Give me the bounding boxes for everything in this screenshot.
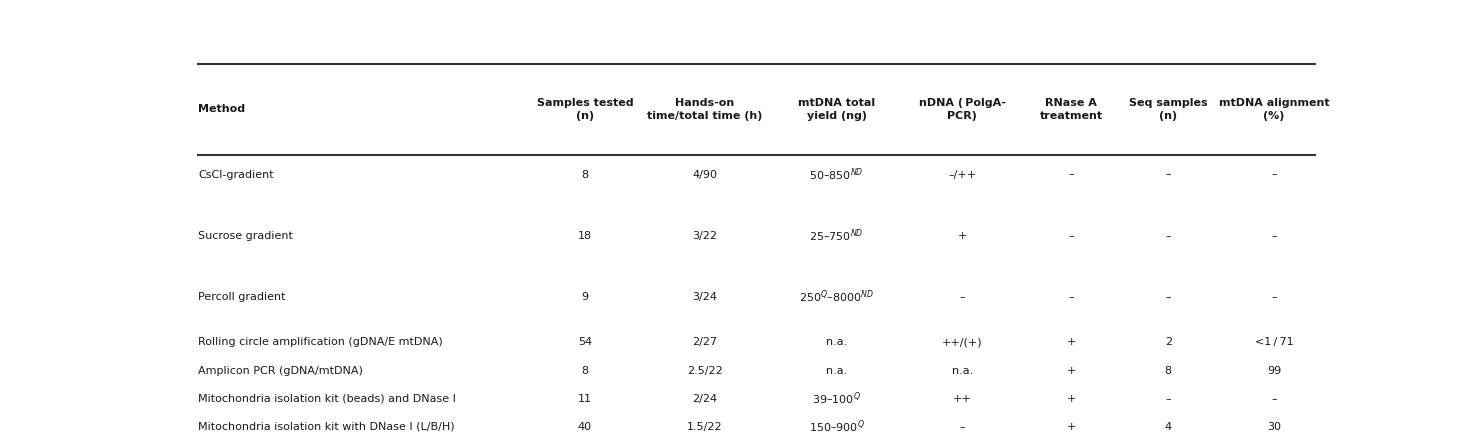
Text: ++: ++	[953, 394, 971, 404]
Text: –: –	[1166, 292, 1170, 302]
Text: 150–900$^{Q}$: 150–900$^{Q}$	[809, 419, 865, 435]
Text: Seq samples
(n): Seq samples (n)	[1129, 98, 1207, 121]
Text: 8: 8	[582, 366, 589, 376]
Text: –: –	[1166, 169, 1170, 180]
Text: –: –	[959, 422, 965, 432]
Text: 54: 54	[577, 338, 592, 347]
Text: RNase A
treatment: RNase A treatment	[1039, 98, 1103, 121]
Text: 2.5/22: 2.5/22	[688, 366, 723, 376]
Text: 4: 4	[1165, 422, 1172, 432]
Text: 3/22: 3/22	[692, 231, 717, 241]
Text: 4/90: 4/90	[692, 169, 717, 180]
Text: nDNA ( PolgA-
PCR): nDNA ( PolgA- PCR)	[920, 98, 1005, 121]
Text: 2/27: 2/27	[692, 338, 717, 347]
Text: –: –	[1069, 169, 1075, 180]
Text: Mitochondria isolation kit (beads) and DNase I: Mitochondria isolation kit (beads) and D…	[198, 394, 456, 404]
Text: +: +	[958, 231, 967, 241]
Text: 2/24: 2/24	[692, 394, 717, 404]
Text: Rolling circle amplification (gDNA/E mtDNA): Rolling circle amplification (gDNA/E mtD…	[198, 338, 443, 347]
Text: n.a.: n.a.	[952, 366, 973, 376]
Text: CsCl-gradient: CsCl-gradient	[198, 169, 275, 180]
Text: n.a.: n.a.	[827, 338, 847, 347]
Text: +: +	[1066, 394, 1076, 404]
Text: –: –	[1271, 169, 1277, 180]
Text: Method: Method	[198, 104, 245, 114]
Text: –/++: –/++	[948, 169, 977, 180]
Text: n.a.: n.a.	[827, 366, 847, 376]
Text: –: –	[1271, 231, 1277, 241]
Text: 99: 99	[1266, 366, 1281, 376]
Text: Samples tested
(n): Samples tested (n)	[537, 98, 633, 121]
Text: 250$^{Q}$–8000$^{ND}$: 250$^{Q}$–8000$^{ND}$	[799, 289, 874, 306]
Text: –: –	[1069, 292, 1075, 302]
Text: mtDNA total
yield (ng): mtDNA total yield (ng)	[799, 98, 875, 121]
Text: <1 / 71: <1 / 71	[1255, 338, 1293, 347]
Text: ++/(+): ++/(+)	[942, 338, 983, 347]
Text: 39–100$^{Q}$: 39–100$^{Q}$	[812, 390, 861, 407]
Text: 25–750$^{ND}$: 25–750$^{ND}$	[809, 227, 863, 244]
Text: 40: 40	[577, 422, 592, 432]
Text: +: +	[1066, 366, 1076, 376]
Text: Sucrose gradient: Sucrose gradient	[198, 231, 294, 241]
Text: 2: 2	[1165, 338, 1172, 347]
Text: Amplicon PCR (gDNA/mtDNA): Amplicon PCR (gDNA/mtDNA)	[198, 366, 363, 376]
Text: –: –	[959, 292, 965, 302]
Text: Percoll gradient: Percoll gradient	[198, 292, 286, 302]
Text: mtDNA alignment
(%): mtDNA alignment (%)	[1219, 98, 1330, 121]
Text: –: –	[1166, 394, 1170, 404]
Text: 8: 8	[1165, 366, 1172, 376]
Text: 3/24: 3/24	[692, 292, 717, 302]
Text: 9: 9	[582, 292, 589, 302]
Text: +: +	[1066, 338, 1076, 347]
Text: +: +	[1066, 422, 1076, 432]
Text: Mitochondria isolation kit with DNase I (L/B/H): Mitochondria isolation kit with DNase I …	[198, 422, 455, 432]
Text: 18: 18	[577, 231, 592, 241]
Text: Hands-on
time/total time (h): Hands-on time/total time (h)	[648, 98, 763, 121]
Text: –: –	[1166, 231, 1170, 241]
Text: 8: 8	[582, 169, 589, 180]
Text: –: –	[1069, 231, 1075, 241]
Text: 30: 30	[1266, 422, 1281, 432]
Text: –: –	[1271, 394, 1277, 404]
Text: 11: 11	[579, 394, 592, 404]
Text: 1.5/22: 1.5/22	[688, 422, 723, 432]
Text: 50–850$^{ND}$: 50–850$^{ND}$	[809, 166, 863, 183]
Text: –: –	[1271, 292, 1277, 302]
